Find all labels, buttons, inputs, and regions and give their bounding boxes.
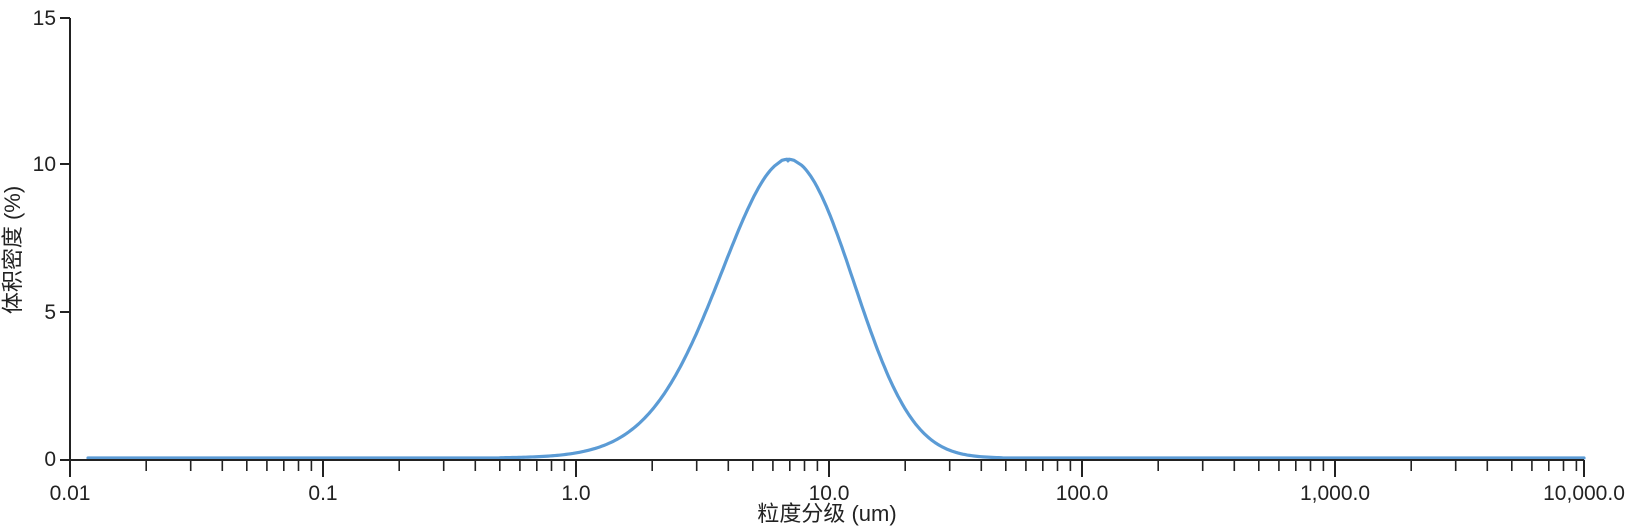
- svg-text:15: 15: [33, 7, 56, 30]
- svg-text:体积密度 (%): 体积密度 (%): [0, 186, 25, 314]
- svg-text:10: 10: [33, 153, 56, 176]
- svg-text:0.1: 0.1: [308, 482, 337, 505]
- svg-text:1.0: 1.0: [561, 482, 590, 505]
- svg-text:5: 5: [44, 301, 56, 324]
- svg-text:0.01: 0.01: [50, 482, 91, 505]
- svg-text:10,000.0: 10,000.0: [1543, 482, 1625, 505]
- svg-text:1,000.0: 1,000.0: [1300, 482, 1370, 505]
- svg-text:100.0: 100.0: [1056, 482, 1109, 505]
- svg-text:0: 0: [44, 448, 56, 471]
- svg-text:粒度分级 (um): 粒度分级 (um): [757, 501, 896, 526]
